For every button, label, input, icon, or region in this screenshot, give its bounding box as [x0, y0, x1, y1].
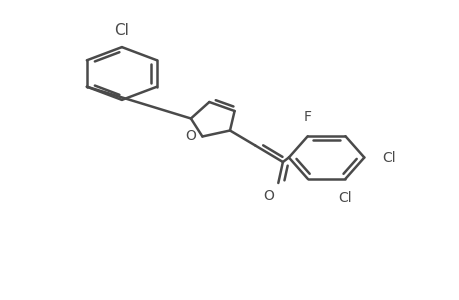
Text: F: F	[303, 110, 311, 124]
Text: Cl: Cl	[338, 191, 352, 205]
Text: O: O	[185, 130, 196, 143]
Text: Cl: Cl	[382, 151, 396, 164]
Text: Cl: Cl	[114, 23, 129, 38]
Text: O: O	[263, 189, 274, 203]
